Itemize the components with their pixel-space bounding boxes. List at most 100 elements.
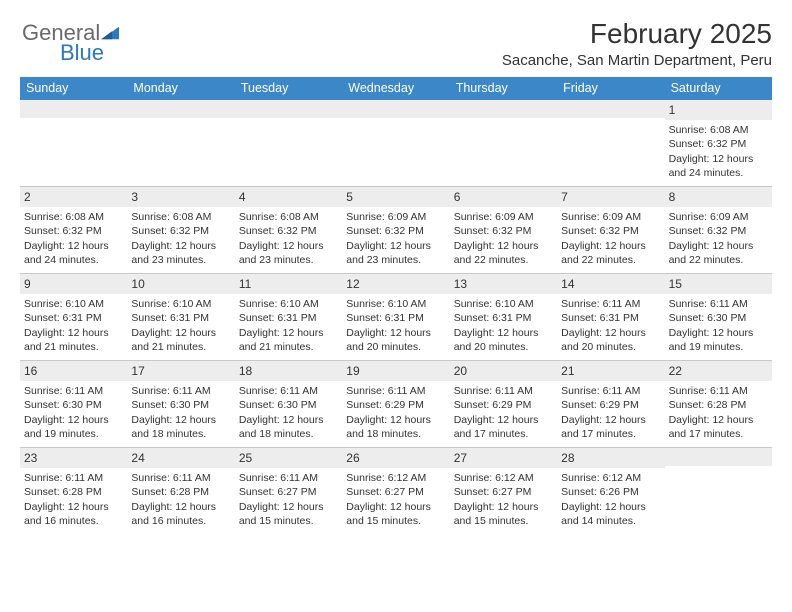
day-sunset: Sunset: 6:32 PM <box>239 224 338 238</box>
day-number: 19 <box>342 361 449 381</box>
day-details: Sunrise: 6:10 AMSunset: 6:31 PMDaylight:… <box>239 297 338 354</box>
day-cell: 17 Sunrise: 6:11 AMSunset: 6:30 PMDayligh… <box>127 361 234 447</box>
dow-monday: Monday <box>127 77 234 100</box>
day-number: 26 <box>342 448 449 468</box>
day-details: Sunrise: 6:11 AMSunset: 6:31 PMDaylight:… <box>561 297 660 354</box>
day-daylight1: Daylight: 12 hours <box>454 413 553 427</box>
day-daylight2: and 15 minutes. <box>239 514 338 528</box>
day-daylight1: Daylight: 12 hours <box>131 413 230 427</box>
day-sunrise: Sunrise: 6:11 AM <box>239 384 338 398</box>
day-sunrise: Sunrise: 6:11 AM <box>346 384 445 398</box>
day-sunset: Sunset: 6:26 PM <box>561 485 660 499</box>
day-number: 5 <box>342 187 449 207</box>
day-details: Sunrise: 6:10 AMSunset: 6:31 PMDaylight:… <box>131 297 230 354</box>
day-number: 22 <box>665 361 772 381</box>
day-details: Sunrise: 6:10 AMSunset: 6:31 PMDaylight:… <box>454 297 553 354</box>
day-cell: 5Sunrise: 6:09 AMSunset: 6:32 PMDaylight… <box>342 187 449 273</box>
day-sunrise: Sunrise: 6:09 AM <box>561 210 660 224</box>
day-daylight2: and 17 minutes. <box>454 427 553 441</box>
day-number <box>235 100 342 118</box>
weeks-container: 1Sunrise: 6:08 AMSunset: 6:32 PMDaylight… <box>20 100 772 534</box>
day-sunset: Sunset: 6:30 PM <box>131 398 230 412</box>
day-sunrise: Sunrise: 6:10 AM <box>346 297 445 311</box>
day-sunset: Sunset: 6:27 PM <box>346 485 445 499</box>
day-number: 2 <box>20 187 127 207</box>
day-daylight2: and 21 minutes. <box>239 340 338 354</box>
day-number: 18 <box>235 361 342 381</box>
day-number: 28 <box>557 448 664 468</box>
day-details: Sunrise: 6:12 AMSunset: 6:27 PMDaylight:… <box>346 471 445 528</box>
day-sunset: Sunset: 6:29 PM <box>454 398 553 412</box>
day-cell: 3Sunrise: 6:08 AMSunset: 6:32 PMDaylight… <box>127 187 234 273</box>
day-sunrise: Sunrise: 6:11 AM <box>131 384 230 398</box>
day-number: 6 <box>450 187 557 207</box>
day-cell: 8Sunrise: 6:09 AMSunset: 6:32 PMDaylight… <box>665 187 772 273</box>
day-daylight1: Daylight: 12 hours <box>346 500 445 514</box>
week-row: 1Sunrise: 6:08 AMSunset: 6:32 PMDaylight… <box>20 100 772 186</box>
day-number: 16 <box>20 361 127 381</box>
day-daylight1: Daylight: 12 hours <box>24 500 123 514</box>
day-sunrise: Sunrise: 6:08 AM <box>131 210 230 224</box>
day-cell: 2 Sunrise: 6:08 AMSunset: 6:32 PMDaylight… <box>20 187 127 273</box>
day-cell: 20Sunrise: 6:11 AMSunset: 6:29 PMDayligh… <box>450 361 557 447</box>
day-daylight1: Daylight: 12 hours <box>454 326 553 340</box>
day-details: Sunrise: 6:11 AMSunset: 6:30 PMDaylight:… <box>131 384 230 441</box>
day-sunrise: Sunrise: 6:10 AM <box>239 297 338 311</box>
day-daylight2: and 24 minutes. <box>669 166 768 180</box>
day-sunset: Sunset: 6:30 PM <box>669 311 768 325</box>
day-daylight1: Daylight: 12 hours <box>454 500 553 514</box>
day-details: Sunrise: 6:08 AMSunset: 6:32 PMDaylight:… <box>239 210 338 267</box>
page-header: General February 2025 Sacanche, San Mart… <box>20 18 772 69</box>
day-daylight1: Daylight: 12 hours <box>24 413 123 427</box>
day-daylight1: Daylight: 12 hours <box>346 326 445 340</box>
day-sunrise: Sunrise: 6:11 AM <box>669 384 768 398</box>
day-sunrise: Sunrise: 6:10 AM <box>24 297 123 311</box>
day-details: Sunrise: 6:11 AMSunset: 6:28 PMDaylight:… <box>669 384 768 441</box>
day-cell: 14Sunrise: 6:11 AMSunset: 6:31 PMDayligh… <box>557 274 664 360</box>
day-number <box>665 448 772 466</box>
day-daylight2: and 14 minutes. <box>561 514 660 528</box>
day-details: Sunrise: 6:11 AMSunset: 6:28 PMDaylight:… <box>24 471 123 528</box>
day-number: 13 <box>450 274 557 294</box>
day-daylight2: and 17 minutes. <box>561 427 660 441</box>
day-cell: 26 Sunrise: 6:12 AMSunset: 6:27 PMDayligh… <box>342 448 449 534</box>
day-details: Sunrise: 6:12 AMSunset: 6:26 PMDaylight:… <box>561 471 660 528</box>
day-details: Sunrise: 6:08 AMSunset: 6:32 PMDaylight:… <box>24 210 123 267</box>
day-number: 12 <box>342 274 449 294</box>
day-daylight2: and 24 minutes. <box>24 253 123 267</box>
day-daylight1: Daylight: 12 hours <box>561 413 660 427</box>
day-number: 23 <box>20 448 127 468</box>
day-cell: 28 Sunrise: 6:12 AMSunset: 6:26 PMDayligh… <box>557 448 664 534</box>
day-sunset: Sunset: 6:29 PM <box>346 398 445 412</box>
day-daylight1: Daylight: 12 hours <box>669 239 768 253</box>
day-cell: 25Sunrise: 6:11 AMSunset: 6:27 PMDayligh… <box>235 448 342 534</box>
day-sunset: Sunset: 6:29 PM <box>561 398 660 412</box>
day-daylight1: Daylight: 12 hours <box>669 326 768 340</box>
day-sunset: Sunset: 6:31 PM <box>131 311 230 325</box>
day-daylight2: and 17 minutes. <box>669 427 768 441</box>
day-details: Sunrise: 6:12 AMSunset: 6:27 PMDaylight:… <box>454 471 553 528</box>
day-daylight1: Daylight: 12 hours <box>561 500 660 514</box>
day-number <box>450 100 557 118</box>
day-cell: 27 Sunrise: 6:12 AMSunset: 6:27 PMDayligh… <box>450 448 557 534</box>
day-daylight1: Daylight: 12 hours <box>346 239 445 253</box>
day-cell: 21Sunrise: 6:11 AMSunset: 6:29 PMDayligh… <box>557 361 664 447</box>
day-of-week-header: Sunday Monday Tuesday Wednesday Thursday… <box>20 77 772 100</box>
day-daylight2: and 18 minutes. <box>346 427 445 441</box>
day-cell: 6Sunrise: 6:09 AMSunset: 6:32 PMDaylight… <box>450 187 557 273</box>
day-number: 17 <box>127 361 234 381</box>
day-daylight1: Daylight: 12 hours <box>131 326 230 340</box>
day-cell <box>557 100 664 186</box>
dow-friday: Friday <box>557 77 664 100</box>
day-daylight1: Daylight: 12 hours <box>131 239 230 253</box>
day-sunrise: Sunrise: 6:12 AM <box>454 471 553 485</box>
day-sunrise: Sunrise: 6:08 AM <box>24 210 123 224</box>
day-daylight1: Daylight: 12 hours <box>131 500 230 514</box>
day-details: Sunrise: 6:09 AMSunset: 6:32 PMDaylight:… <box>669 210 768 267</box>
day-number: 27 <box>450 448 557 468</box>
day-sunset: Sunset: 6:31 PM <box>454 311 553 325</box>
day-daylight1: Daylight: 12 hours <box>669 152 768 166</box>
day-daylight2: and 19 minutes. <box>669 340 768 354</box>
day-cell: 19Sunrise: 6:11 AMSunset: 6:29 PMDayligh… <box>342 361 449 447</box>
day-sunset: Sunset: 6:32 PM <box>669 224 768 238</box>
